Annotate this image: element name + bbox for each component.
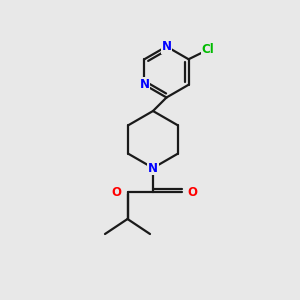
Text: N: N [148,161,158,175]
Text: N: N [161,40,172,53]
Text: Cl: Cl [202,43,214,56]
Text: N: N [140,78,149,91]
Text: O: O [111,185,121,199]
Text: O: O [188,185,197,199]
